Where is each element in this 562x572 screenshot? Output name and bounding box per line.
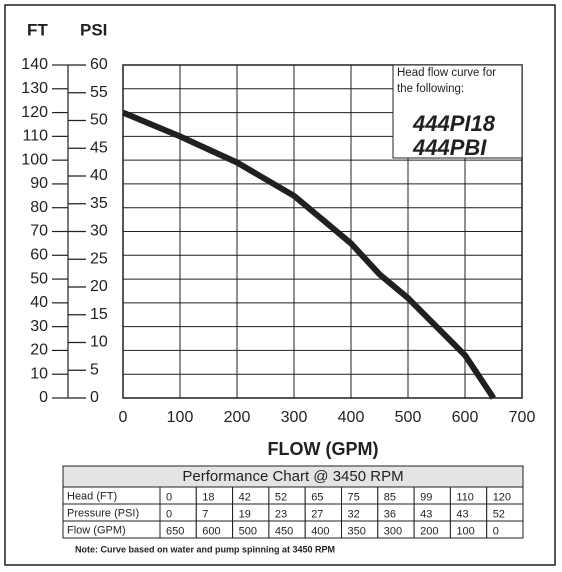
cell: 23 — [275, 508, 287, 520]
y-tick-label: 130 — [21, 80, 48, 97]
model-name: 444PBI — [412, 135, 487, 160]
cell: 100 — [456, 525, 474, 537]
cell: 52 — [493, 508, 505, 520]
y-tick-label: 110 — [22, 128, 48, 145]
y-tick-label: 40 — [30, 294, 48, 311]
x-tick-label: 500 — [395, 409, 422, 426]
y2-tick-label: 15 — [90, 306, 108, 323]
y2-tick-label: 30 — [90, 223, 108, 240]
y2-tick-label: 0 — [90, 389, 99, 406]
cell: 85 — [384, 491, 396, 503]
y2-tick-label: 35 — [90, 195, 108, 212]
y-tick-label: 100 — [21, 151, 48, 168]
y2-tick-label: 5 — [90, 361, 99, 378]
cell: 32 — [348, 508, 360, 520]
y2-tick-label: 45 — [90, 139, 108, 156]
y2-tick-label: 10 — [90, 334, 108, 351]
x-tick-label: 700 — [509, 409, 536, 426]
annotation-box — [392, 64, 523, 159]
cell: 450 — [275, 525, 293, 537]
cell: 36 — [384, 508, 396, 520]
y-axis-label: FT — [27, 20, 48, 39]
y2-axis-label: PSI — [80, 20, 107, 39]
cell: 200 — [420, 525, 438, 537]
x-tick-label: 200 — [224, 409, 251, 426]
y-tick-label: 0 — [39, 389, 48, 406]
row-label: Flow (GPM) — [67, 524, 126, 536]
x-tick-label: 100 — [167, 409, 194, 426]
x-axis-label: FLOW (GPM) — [268, 439, 379, 459]
cell: 7 — [202, 508, 208, 520]
cell: 43 — [456, 508, 468, 520]
table-note: Note: Curve based on water and pump spin… — [75, 544, 335, 554]
cell: 120 — [493, 491, 511, 503]
y-tick-label: 10 — [30, 365, 48, 382]
cell: 650 — [166, 525, 184, 537]
row-label: Pressure (PSI) — [67, 507, 139, 519]
cell: 600 — [202, 525, 220, 537]
y-tick-label: 140 — [21, 56, 48, 73]
cell: 300 — [384, 525, 402, 537]
curve — [121, 109, 496, 400]
cell: 42 — [239, 491, 251, 503]
cell: 0 — [166, 491, 172, 503]
y2-tick-label: 20 — [90, 278, 108, 295]
y-tick-label: 90 — [30, 175, 48, 192]
annotation-line: Head flow curve for — [397, 67, 496, 79]
cell: 0 — [493, 525, 499, 537]
y-tick-label: 20 — [30, 342, 48, 359]
row-label: Head (FT) — [67, 490, 117, 502]
model-name: 444PI18 — [412, 111, 496, 136]
cell: 65 — [311, 491, 323, 503]
cell: 350 — [348, 525, 366, 537]
cell: 0 — [166, 508, 172, 520]
frame — [4, 4, 556, 566]
x-tick-label: 600 — [452, 409, 479, 426]
cell: 99 — [420, 491, 432, 503]
cell: 110 — [456, 491, 474, 503]
cell: 27 — [311, 508, 323, 520]
x-tick-label: 300 — [281, 409, 308, 426]
cell: 500 — [239, 525, 257, 537]
cell: 19 — [239, 508, 251, 520]
x-tick-label: 0 — [119, 409, 128, 426]
y-tick-label: 70 — [30, 223, 48, 240]
y2-tick-label: 25 — [90, 250, 108, 267]
y2-tick-label: 50 — [90, 112, 108, 129]
annotation-line: the following: — [397, 83, 464, 95]
annotation: Head flow curve for the following: — [397, 67, 496, 95]
y2-tick-label: 60 — [90, 56, 108, 73]
y-tick-label: 60 — [30, 247, 48, 264]
cell: 75 — [348, 491, 360, 503]
y-tick-label: 50 — [30, 270, 48, 287]
plot-border — [122, 64, 523, 399]
y2-tick-label: 40 — [90, 167, 108, 184]
y2-tick-label: 55 — [90, 84, 108, 101]
y-tick-label: 30 — [30, 318, 48, 335]
cell: 43 — [420, 508, 432, 520]
cell: 400 — [311, 525, 329, 537]
y-tick-label: 80 — [30, 199, 48, 216]
cell: 52 — [275, 491, 287, 503]
y-tick-label: 120 — [21, 104, 48, 121]
table-cell — [486, 520, 524, 539]
cell: 18 — [202, 491, 214, 503]
x-tick-label: 400 — [338, 409, 365, 426]
table-title: Performance Chart @ 3450 RPM — [182, 468, 403, 485]
